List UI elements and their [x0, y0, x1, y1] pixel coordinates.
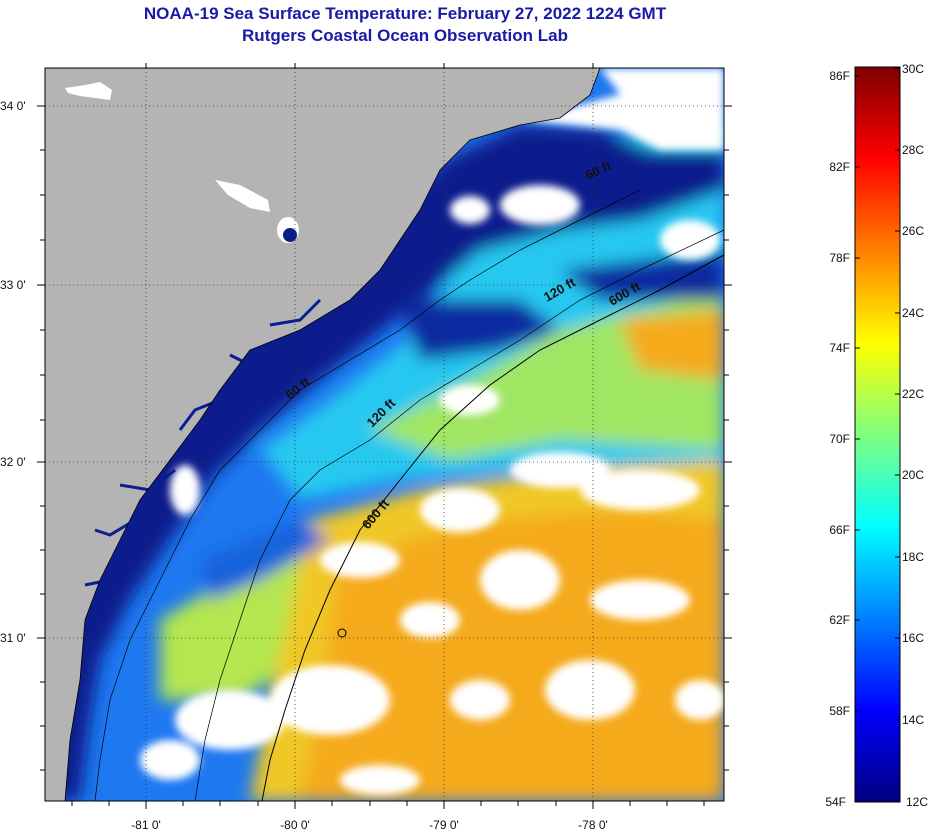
lat-label: 31 0' — [0, 631, 26, 645]
colorbar-c-label: 18C — [902, 550, 924, 564]
station-marker-icon[interactable] — [337, 628, 347, 638]
lon-label: -80 0' — [280, 818, 310, 832]
colorbar-c-label: 30C — [902, 62, 924, 76]
colorbar-f-label: 58F — [829, 704, 850, 718]
map-subtitle: Rutgers Coastal Ocean Observation Lab — [242, 26, 568, 45]
colorbar-f-label: 82F — [829, 160, 850, 174]
land-area — [45, 68, 600, 801]
lon-label: -78 0' — [578, 818, 608, 832]
colorbar-c-label: 24C — [902, 306, 924, 320]
colorbar-f-label: 62F — [829, 613, 850, 627]
colorbar-c-label: 14C — [902, 713, 924, 727]
colorbar — [854, 66, 901, 803]
colorbar-f-label: 74F — [829, 341, 850, 355]
contour-120ft — [194, 229, 724, 801]
colorbar-f-label: 54F — [825, 795, 846, 809]
colorbar-c-label: 22C — [902, 387, 924, 401]
inland-lake — [215, 180, 270, 212]
colorbar-f-label: 70F — [829, 432, 850, 446]
colorbar-f-label: 66F — [829, 523, 850, 537]
contour-60ft — [94, 189, 641, 801]
map-panel[interactable]: 60 ft 120 ft 600 ft 60 ft 120 ft 600 ft — [45, 68, 725, 801]
estuary-inlets — [84, 298, 322, 587]
lat-label: 32 0' — [0, 455, 26, 469]
colorbar-c-label: 26C — [902, 224, 924, 238]
colorbar-c-label: 16C — [902, 631, 924, 645]
colorbar-c-label: 20C — [902, 468, 924, 482]
lat-label: 34 0' — [0, 99, 26, 113]
inland-lake — [65, 82, 112, 100]
cloud-mask — [140, 68, 724, 795]
inland-lake — [283, 228, 297, 242]
lon-label: -81 0' — [131, 818, 161, 832]
colorbar-f-label: 78F — [829, 251, 850, 265]
map-frame — [44, 67, 725, 802]
map-title: NOAA-19 Sea Surface Temperature: Februar… — [143, 4, 667, 23]
colorbar-f-label: 86F — [829, 69, 850, 83]
lat-label: 33 0' — [0, 278, 26, 292]
lon-label: -79 0' — [429, 818, 459, 832]
coastline — [64, 68, 601, 801]
contour-600ft — [261, 254, 724, 801]
colorbar-c-label: 28C — [902, 143, 924, 157]
colorbar-ticks — [855, 67, 900, 721]
colorbar-c-label: 12C — [906, 795, 928, 809]
axis-ticks — [37, 63, 732, 809]
